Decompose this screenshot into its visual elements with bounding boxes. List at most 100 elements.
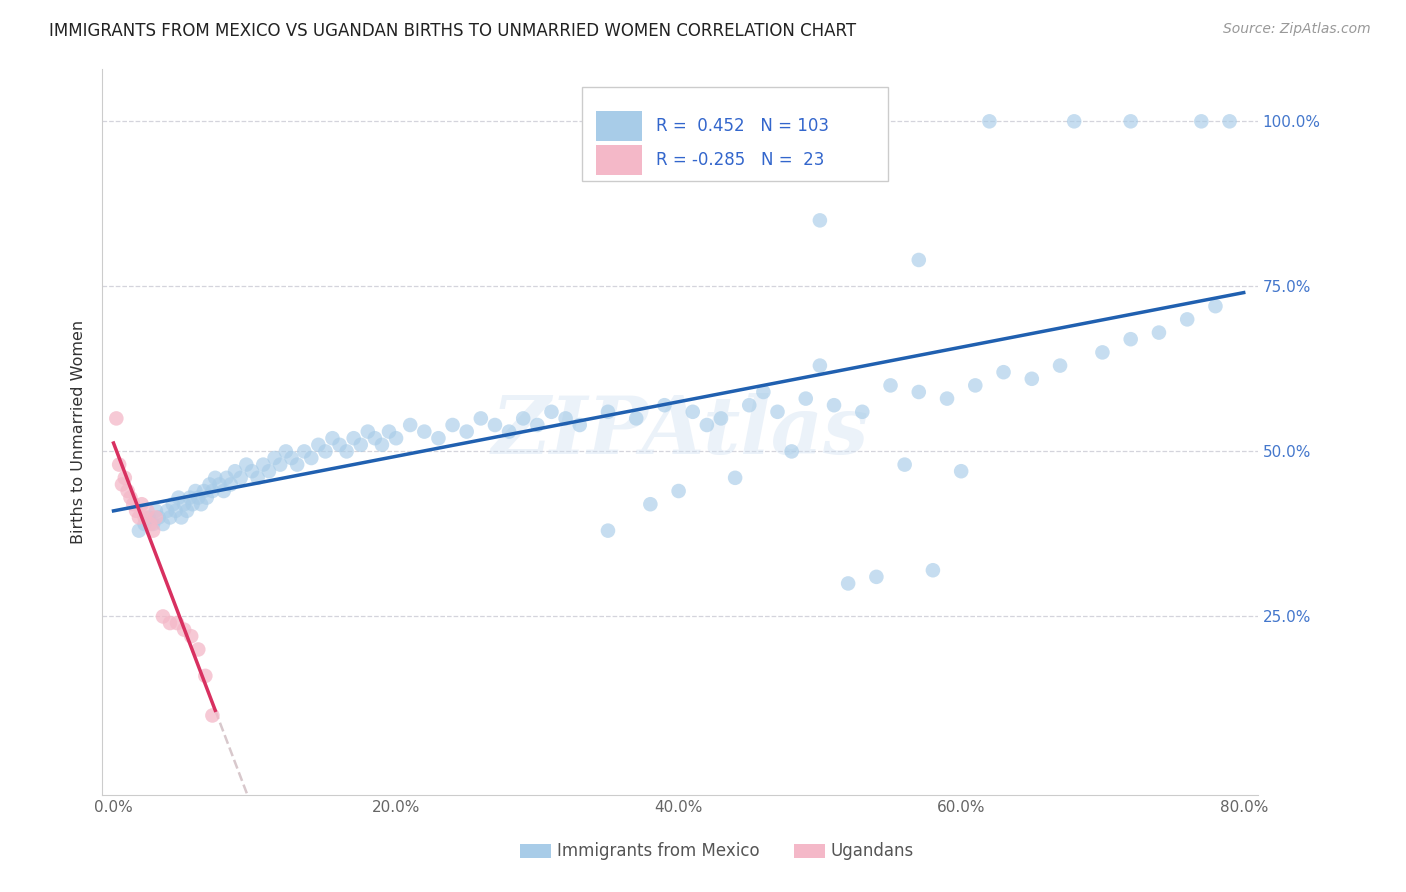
Point bbox=[837, 576, 859, 591]
Point bbox=[336, 444, 359, 458]
Point bbox=[263, 450, 285, 465]
Point bbox=[1204, 299, 1226, 313]
Point bbox=[879, 378, 901, 392]
Point bbox=[893, 458, 915, 472]
Point bbox=[1219, 114, 1241, 128]
Point bbox=[965, 378, 987, 392]
Point bbox=[1021, 372, 1043, 386]
Point bbox=[152, 609, 174, 624]
Point bbox=[105, 411, 128, 425]
Text: IMMIGRANTS FROM MEXICO VS UGANDAN BIRTHS TO UNMARRIED WOMEN CORRELATION CHART: IMMIGRANTS FROM MEXICO VS UGANDAN BIRTHS… bbox=[49, 22, 856, 40]
Point bbox=[269, 458, 291, 472]
Point bbox=[554, 411, 576, 425]
Point bbox=[235, 458, 257, 472]
Point bbox=[173, 623, 195, 637]
Point bbox=[134, 516, 156, 531]
Point bbox=[142, 516, 165, 531]
Point bbox=[257, 464, 280, 478]
Point bbox=[128, 510, 150, 524]
Point bbox=[752, 384, 775, 399]
Point bbox=[179, 491, 201, 505]
Bar bbox=[582, 87, 889, 181]
Point bbox=[184, 483, 207, 498]
Point bbox=[120, 491, 142, 505]
Point bbox=[142, 524, 165, 538]
Point bbox=[385, 431, 408, 445]
Point bbox=[1063, 114, 1085, 128]
Point bbox=[484, 417, 506, 432]
Point bbox=[215, 471, 238, 485]
Point bbox=[148, 510, 170, 524]
Point bbox=[204, 471, 226, 485]
Point bbox=[193, 483, 215, 498]
Point bbox=[314, 444, 336, 458]
Point bbox=[162, 497, 184, 511]
Point bbox=[357, 425, 380, 439]
Point bbox=[187, 491, 209, 505]
Point bbox=[907, 384, 929, 399]
Point bbox=[139, 516, 162, 531]
Text: R =  0.452   N = 103: R = 0.452 N = 103 bbox=[655, 117, 828, 135]
Point bbox=[413, 425, 436, 439]
Point bbox=[851, 405, 873, 419]
Point bbox=[950, 464, 973, 478]
Point bbox=[190, 497, 212, 511]
Bar bbox=[596, 111, 643, 141]
Point bbox=[145, 510, 167, 524]
Text: ZIPAtlas: ZIPAtlas bbox=[491, 392, 869, 470]
Point bbox=[229, 471, 252, 485]
Point bbox=[280, 450, 302, 465]
Point bbox=[138, 510, 160, 524]
Point bbox=[808, 359, 831, 373]
Point bbox=[808, 213, 831, 227]
Point bbox=[156, 504, 179, 518]
Point bbox=[329, 438, 352, 452]
Point bbox=[166, 615, 188, 630]
Point bbox=[152, 516, 174, 531]
Point bbox=[131, 497, 153, 511]
Point bbox=[470, 411, 492, 425]
Point bbox=[724, 471, 747, 485]
Point bbox=[1119, 114, 1142, 128]
Text: R = -0.285   N =  23: R = -0.285 N = 23 bbox=[655, 151, 824, 169]
Point bbox=[936, 392, 959, 406]
Text: Ugandans: Ugandans bbox=[831, 842, 914, 860]
Point bbox=[865, 570, 887, 584]
Point bbox=[201, 483, 224, 498]
Point bbox=[240, 464, 263, 478]
Point bbox=[979, 114, 1001, 128]
Point bbox=[498, 425, 520, 439]
Point bbox=[922, 563, 945, 577]
Point bbox=[111, 477, 134, 491]
Point bbox=[343, 431, 366, 445]
Point bbox=[441, 417, 464, 432]
Point bbox=[766, 405, 789, 419]
Point bbox=[427, 431, 450, 445]
Point bbox=[299, 450, 322, 465]
Point bbox=[117, 483, 139, 498]
Point bbox=[159, 510, 181, 524]
Point bbox=[1189, 114, 1212, 128]
Text: Source: ZipAtlas.com: Source: ZipAtlas.com bbox=[1223, 22, 1371, 37]
Point bbox=[165, 504, 187, 518]
Point bbox=[195, 491, 218, 505]
Point bbox=[252, 458, 274, 472]
Point bbox=[780, 444, 803, 458]
Point bbox=[907, 252, 929, 267]
Point bbox=[125, 504, 148, 518]
Bar bbox=[596, 145, 643, 175]
Point bbox=[1175, 312, 1198, 326]
Point bbox=[512, 411, 534, 425]
Point bbox=[108, 458, 131, 472]
Point bbox=[993, 365, 1015, 379]
Point bbox=[378, 425, 401, 439]
Point bbox=[224, 464, 246, 478]
Point bbox=[212, 483, 235, 498]
Point bbox=[173, 497, 195, 511]
Point bbox=[640, 497, 662, 511]
Point bbox=[738, 398, 761, 412]
Point bbox=[159, 615, 181, 630]
Point bbox=[170, 510, 193, 524]
Point bbox=[134, 510, 156, 524]
Point bbox=[208, 477, 231, 491]
